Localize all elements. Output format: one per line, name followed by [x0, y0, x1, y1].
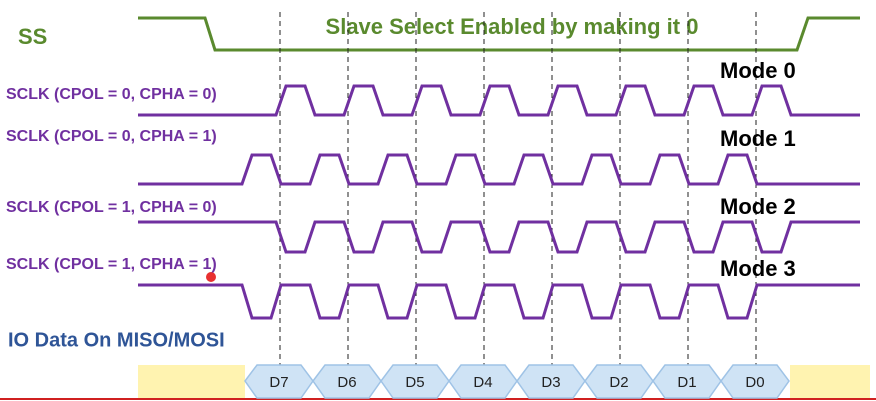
bit-label: D4	[473, 374, 492, 391]
bit-box	[720, 364, 790, 399]
io-label: IO Data On MISO/MOSI	[8, 329, 225, 351]
mode-label: Mode 1	[720, 126, 796, 151]
signal-label: SCLK (CPOL = 0, CPHA = 0)	[6, 86, 217, 103]
bit-label: D6	[337, 374, 356, 391]
ss-label: SS	[18, 24, 47, 49]
mode-label: Mode 2	[720, 194, 796, 219]
pointer-dot	[206, 272, 216, 282]
ss-wave	[138, 16, 860, 52]
bit-label: D7	[269, 374, 288, 391]
clock-wave	[138, 220, 860, 254]
bit-label: D3	[541, 374, 560, 391]
bit-label: D2	[609, 374, 628, 391]
idle-box	[790, 365, 870, 398]
bit-label: D0	[745, 374, 764, 391]
bit-label: D1	[677, 374, 696, 391]
signal-label: SCLK (CPOL = 0, CPHA = 1)	[6, 128, 217, 145]
mode-label: Mode 0	[720, 58, 796, 83]
layers: SCLK (CPOL = 0, CPHA = 0) Mode 0 SCLK (CPO…	[6, 12, 860, 399]
signal-label: SCLK (CPOL = 1, CPHA = 1)	[6, 256, 217, 273]
idle-box	[138, 365, 245, 398]
clock-wave	[138, 84, 860, 117]
mode-label: Mode 3	[720, 256, 796, 281]
clock-wave	[138, 153, 860, 186]
ss-note: Slave Select Enabled by making it 0	[326, 14, 699, 39]
bit-label: D5	[405, 374, 424, 391]
clock-wave	[138, 283, 860, 320]
signal-label: SCLK (CPOL = 1, CPHA = 0)	[6, 199, 217, 216]
